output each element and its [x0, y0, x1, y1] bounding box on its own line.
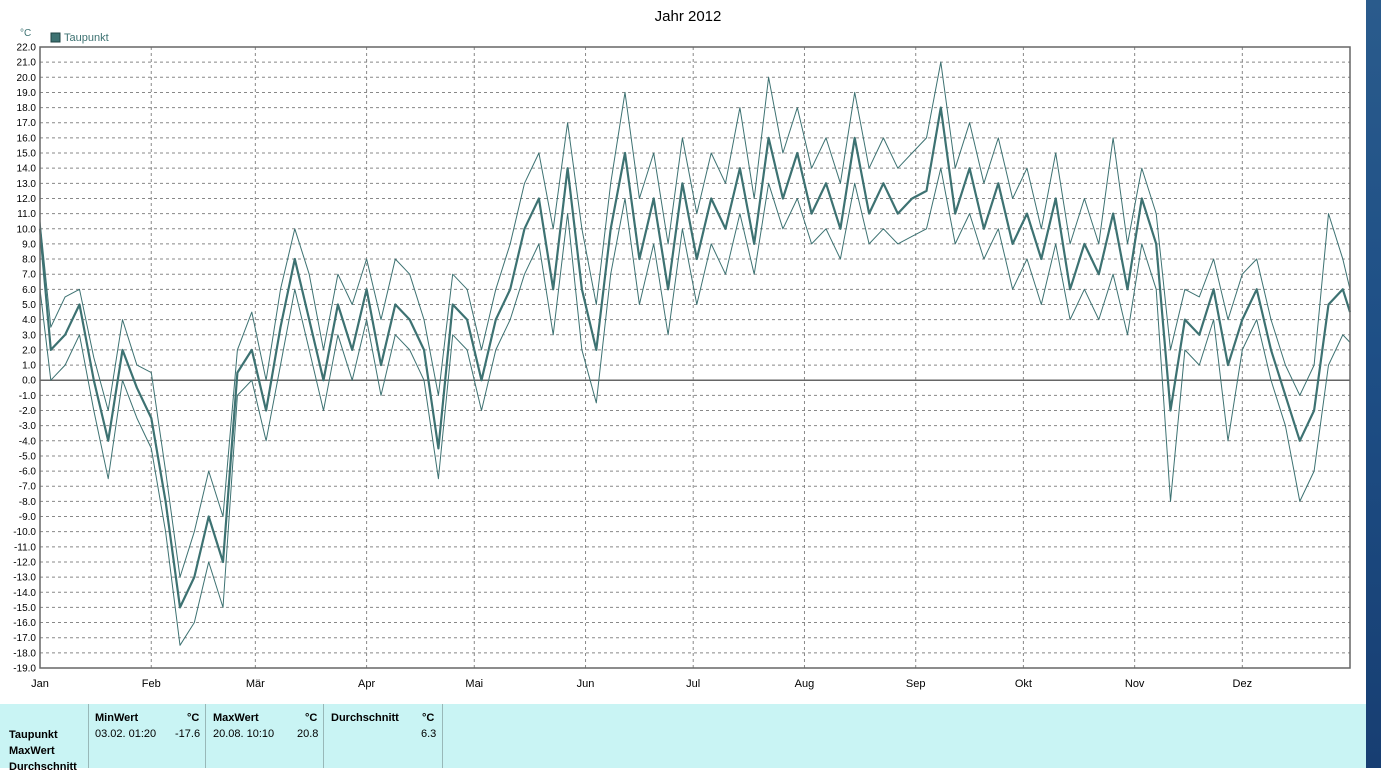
y-axis-unit-label: °C	[20, 28, 31, 39]
y-tick-label: -15.0	[13, 603, 36, 614]
series-line-taupunkt	[38, 106, 1352, 609]
y-tick-label: -8.0	[19, 497, 37, 508]
y-tick-label: 17.0	[17, 118, 37, 129]
min-unit: °C	[187, 712, 200, 724]
max-unit: °C	[305, 712, 318, 724]
y-tick-label: -7.0	[19, 482, 37, 493]
y-tick-label: 7.0	[22, 270, 36, 281]
y-tick-label: 19.0	[17, 88, 37, 99]
y-tick-label: 10.0	[17, 224, 37, 235]
y-tick-label: 1.0	[22, 361, 36, 372]
y-tick-label: 8.0	[22, 255, 36, 266]
y-tick-label: -10.0	[13, 527, 36, 538]
avg-unit: °C	[422, 712, 435, 724]
legend-swatch	[50, 32, 61, 43]
y-tick-label: 6.0	[22, 285, 36, 296]
x-tick-label: Sep	[906, 678, 926, 690]
y-tick-label: 9.0	[22, 239, 36, 250]
max-value: 20.8	[297, 728, 319, 740]
x-axis-ticks: Jan Feb Mär Apr Mai Jun Jul Aug Sep Okt Nov Dez	[31, 678, 1252, 690]
y-tick-label: -9.0	[19, 512, 37, 523]
x-tick-label: Mär	[246, 678, 265, 690]
statistics-panel: Taupunkt MaxWert Durchschnitt MinWert °C…	[0, 704, 1366, 773]
max-date: 20.08. 10:10	[213, 728, 275, 740]
y-tick-label: 3.0	[22, 330, 36, 341]
y-tick-label: 21.0	[17, 58, 37, 69]
y-tick-label: 5.0	[22, 300, 36, 311]
chart-title: Jahr 2012	[655, 8, 722, 25]
series-line-minwert	[39, 167, 1351, 646]
y-tick-label: 22.0	[17, 43, 37, 54]
row-label-taupunkt: Taupunkt	[9, 729, 58, 741]
y-tick-label: -5.0	[19, 451, 37, 462]
y-tick-label: 13.0	[17, 179, 37, 190]
row-label-durchschnitt: Durchschnitt	[9, 761, 77, 773]
x-tick-label: Dez	[1233, 678, 1253, 690]
y-tick-label: -1.0	[19, 391, 37, 402]
series-lines	[38, 61, 1352, 646]
min-header: MinWert	[95, 712, 139, 724]
dewpoint-chart: Jahr 2012 °C Taupunkt 22.0 21.0 20.0 19.0 18…	[13, 8, 1352, 690]
legend-label-taupunkt: Taupunkt	[64, 32, 109, 44]
series-line-maxwert	[39, 61, 1351, 578]
y-tick-label: 14.0	[17, 164, 37, 175]
x-tick-label: Aug	[795, 678, 815, 690]
x-tick-label: Jun	[577, 678, 595, 690]
grid-lines	[40, 46, 1350, 669]
y-tick-label: 20.0	[17, 73, 37, 84]
max-header: MaxWert	[213, 712, 259, 724]
avg-value: 6.3	[421, 728, 437, 740]
y-tick-label: -12.0	[13, 557, 36, 568]
y-tick-label: 11.0	[17, 209, 36, 220]
y-tick-label: -17.0	[13, 633, 36, 644]
y-tick-label: -11.0	[14, 542, 36, 553]
avg-stat-column: Durchschnitt °C 6.3	[323, 704, 443, 768]
y-tick-label: 15.0	[17, 149, 37, 160]
min-value: -17.6	[175, 728, 201, 740]
y-tick-label: -14.0	[13, 588, 36, 599]
y-axis-ticks: 22.0 21.0 20.0 19.0 18.0 17.0 16.0 15.0 14.0 13.0…	[13, 43, 36, 675]
y-tick-label: 4.0	[22, 315, 36, 326]
x-tick-label: Nov	[1125, 678, 1145, 690]
y-tick-label: 18.0	[17, 103, 37, 114]
y-tick-label: -3.0	[19, 421, 37, 432]
row-label-maxwert: MaxWert	[9, 745, 55, 757]
y-tick-label: -13.0	[13, 573, 36, 584]
x-tick-label: Apr	[358, 678, 375, 690]
min-stat-column: MinWert °C 03.02. 01:20 -17.6	[88, 704, 206, 768]
x-tick-label: Mai	[465, 678, 483, 690]
y-tick-label: -16.0	[13, 618, 36, 629]
max-stat-column: MaxWert °C 20.08. 10:10 20.8	[205, 704, 324, 768]
avg-header: Durchschnitt	[331, 712, 399, 724]
y-tick-label: -4.0	[19, 436, 37, 447]
min-date: 03.02. 01:20	[95, 728, 157, 740]
window-edge-strip	[1366, 0, 1381, 768]
y-tick-label: -18.0	[13, 648, 36, 659]
plot-frame	[39, 46, 1351, 669]
y-tick-label: 2.0	[22, 345, 36, 356]
y-tick-label: 12.0	[17, 194, 37, 205]
x-tick-label: Feb	[142, 678, 161, 690]
y-tick-label: -6.0	[19, 467, 37, 478]
x-tick-label: Okt	[1015, 678, 1032, 690]
y-tick-label: 0.0	[22, 376, 36, 387]
y-tick-label: -2.0	[19, 406, 37, 417]
x-tick-label: Jan	[31, 678, 49, 690]
y-tick-label: -19.0	[13, 664, 36, 675]
x-tick-label: Jul	[686, 678, 700, 690]
y-tick-label: 16.0	[17, 133, 37, 144]
